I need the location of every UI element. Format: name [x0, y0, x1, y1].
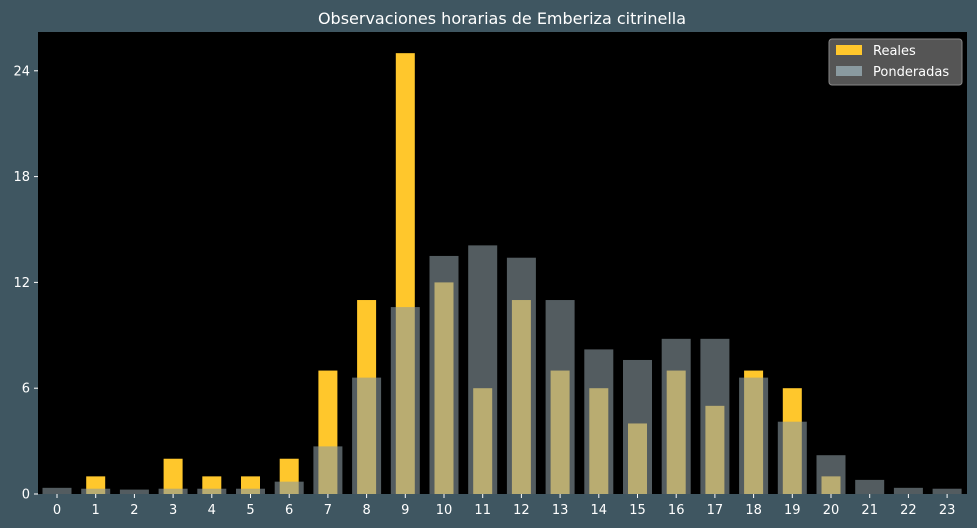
legend-box — [828, 38, 963, 86]
x-tick-label-9: 9 — [401, 503, 409, 518]
bar-ponderadas-0 — [42, 487, 72, 494]
bar-ponderadas-2 — [119, 489, 149, 494]
x-tick-label-4: 4 — [208, 503, 216, 518]
legend-swatch-reales — [836, 45, 862, 55]
x-tick-label-22: 22 — [900, 503, 917, 518]
bar-ponderadas-7 — [313, 446, 343, 494]
x-tick-label-5: 5 — [246, 503, 254, 518]
x-tick-label-11: 11 — [474, 503, 491, 518]
bar-ponderadas-17 — [700, 338, 730, 494]
x-tick-label-6: 6 — [285, 503, 293, 518]
y-tick-label-12: 12 — [13, 276, 30, 291]
bar-ponderadas-12 — [506, 257, 536, 494]
bar-ponderadas-16 — [661, 338, 691, 494]
y-tick-label-24: 24 — [13, 64, 30, 79]
y-axis: 0 6 12 18 24 — [13, 64, 38, 503]
series-ponderadas — [42, 245, 962, 494]
x-tick-label-8: 8 — [362, 503, 370, 518]
bar-ponderadas-10 — [429, 255, 459, 494]
bar-ponderadas-3 — [158, 488, 188, 494]
chart-title: Observaciones horarias de Emberiza citri… — [318, 9, 686, 28]
x-tick-label-19: 19 — [784, 503, 801, 518]
bar-ponderadas-6 — [274, 481, 304, 494]
legend-label-reales: Reales — [873, 44, 916, 59]
bar-ponderadas-9 — [390, 307, 420, 494]
legend-swatch-ponderadas — [836, 66, 862, 76]
bar-ponderadas-20 — [816, 455, 846, 494]
x-tick-label-16: 16 — [668, 503, 685, 518]
y-tick-label-6: 6 — [22, 382, 30, 397]
x-tick-label-3: 3 — [169, 503, 177, 518]
bar-ponderadas-23 — [932, 488, 962, 494]
x-tick-label-1: 1 — [92, 503, 100, 518]
x-tick-label-7: 7 — [324, 503, 332, 518]
bar-ponderadas-1 — [81, 488, 111, 494]
x-tick-label-12: 12 — [513, 503, 530, 518]
x-tick-label-13: 13 — [552, 503, 569, 518]
bar-ponderadas-18 — [739, 377, 769, 494]
bar-ponderadas-14 — [584, 349, 614, 494]
x-axis: 0 1 2 3 4 5 6 7 8 9 10 11 12 13 14 15 16 17 18 19 20 21 22 23 — [53, 494, 956, 518]
x-tick-label-18: 18 — [745, 503, 762, 518]
bar-ponderadas-11 — [468, 245, 498, 494]
bar-ponderadas-22 — [893, 487, 923, 494]
x-tick-label-10: 10 — [436, 503, 453, 518]
x-tick-label-0: 0 — [53, 503, 61, 518]
legend: Reales Ponderadas — [828, 38, 963, 86]
x-tick-label-21: 21 — [861, 503, 878, 518]
bar-ponderadas-15 — [623, 359, 652, 494]
x-tick-label-20: 20 — [823, 503, 840, 518]
bar-reales-3 — [163, 458, 183, 494]
bar-ponderadas-21 — [855, 479, 885, 494]
bar-ponderadas-5 — [236, 488, 265, 494]
x-tick-label-15: 15 — [629, 503, 646, 518]
bar-ponderadas-4 — [197, 488, 227, 494]
y-tick-label-18: 18 — [13, 170, 30, 185]
x-tick-label-2: 2 — [130, 503, 138, 518]
x-tick-label-17: 17 — [707, 503, 724, 518]
legend-label-ponderadas: Ponderadas — [873, 65, 949, 80]
bar-ponderadas-13 — [545, 300, 575, 494]
x-tick-label-14: 14 — [591, 503, 608, 518]
plot-area — [38, 32, 967, 494]
y-tick-label-0: 0 — [22, 488, 30, 503]
bar-ponderadas-19 — [777, 421, 807, 494]
x-tick-label-23: 23 — [939, 503, 956, 518]
bar-ponderadas-8 — [352, 377, 382, 494]
